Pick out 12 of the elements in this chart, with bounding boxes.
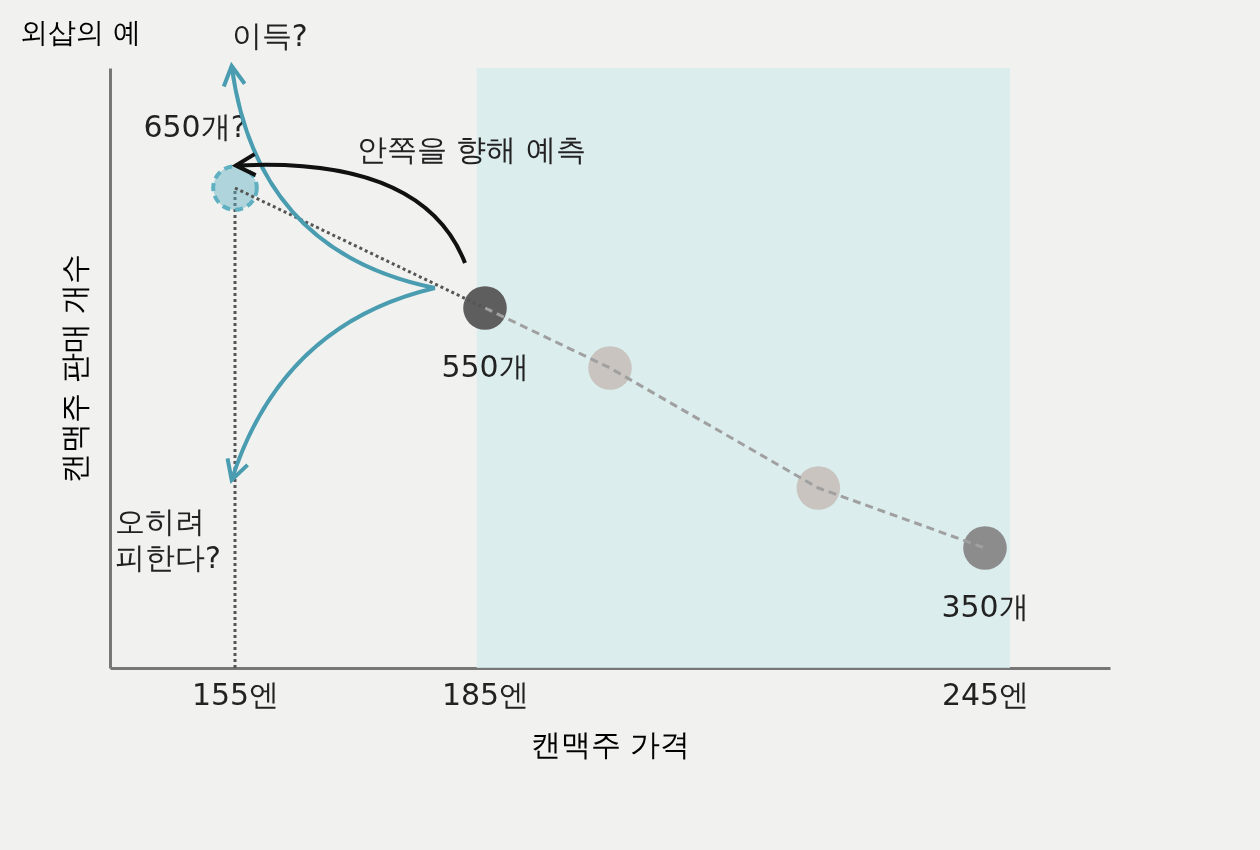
chart-title: 외삽의 예: [20, 16, 141, 49]
text: 이득?: [231, 18, 308, 54]
data-label: 350개: [941, 589, 1029, 624]
y-axis-title: 캔맥주 판매 개수: [56, 253, 92, 484]
annotation: 안쪽을 향해 예측: [356, 132, 586, 168]
x-tick-label: 155엔: [191, 676, 280, 712]
x-tick-label: 185엔: [441, 676, 530, 712]
data-label: 650개?: [143, 109, 247, 144]
x-tick-label: 245엔: [941, 676, 1030, 712]
x-axis-title: 캔맥주 가격: [530, 726, 691, 762]
annotation: 오히려 피한다?: [115, 504, 222, 576]
data-label: 550개: [441, 349, 529, 384]
